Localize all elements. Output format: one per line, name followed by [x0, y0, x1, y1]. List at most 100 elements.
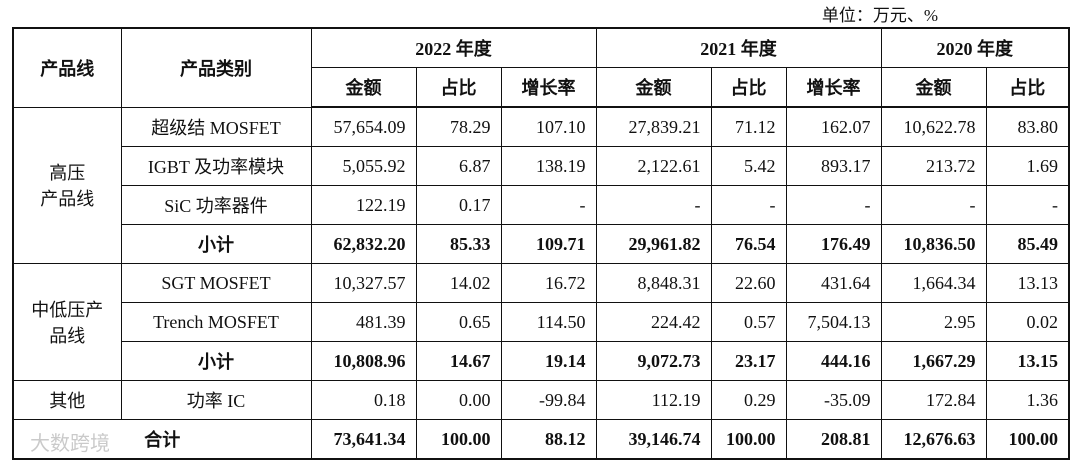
- value-cell: 0.18: [310, 380, 417, 420]
- category-cell: 小计: [120, 341, 312, 381]
- value-cell: 100.00: [710, 419, 787, 460]
- header-cell: 金额: [880, 67, 987, 108]
- value-cell: 100.00: [985, 419, 1070, 460]
- value-cell: 109.71: [500, 224, 597, 264]
- value-cell: 224.42: [595, 302, 712, 342]
- group-label: 中低压产 品线: [12, 263, 122, 381]
- value-cell: 2.95: [880, 302, 987, 342]
- category-cell: 超级结 MOSFET: [120, 106, 312, 147]
- value-cell: 0.57: [710, 302, 787, 342]
- header-cell: 占比: [415, 67, 502, 108]
- header-cell: 2021 年度: [595, 27, 882, 68]
- value-cell: 71.12: [710, 106, 787, 147]
- subtotal-row: 小计 62,832.20 85.33 109.71 29,961.82 76.54 176.…: [13, 224, 1070, 264]
- category-cell: 小计: [120, 224, 312, 264]
- group-label-line: 其他: [49, 391, 86, 411]
- group-label-line: 中低压产: [31, 300, 104, 320]
- value-cell: 14.02: [415, 263, 502, 303]
- group-label-line: 产品线: [40, 189, 95, 210]
- value-cell: 0.00: [415, 380, 502, 420]
- value-cell: 0.65: [415, 302, 502, 342]
- value-cell: 481.39: [310, 302, 417, 342]
- header-cell: 金额: [310, 67, 417, 108]
- value-cell: 29,961.82: [595, 224, 712, 264]
- value-cell: 22.60: [710, 263, 787, 303]
- value-cell: -: [710, 185, 787, 225]
- data-row: 高压 产品线 超级结 MOSFET 57,654.09 78.29 107.10 27,83…: [12, 106, 1070, 264]
- value-cell: -: [880, 185, 987, 225]
- value-cell: 114.50: [500, 302, 597, 342]
- value-cell: 431.64: [785, 263, 882, 303]
- value-cell: 10,836.50: [880, 224, 987, 264]
- subtotal-row: 小计 10,808.96 14.67 19.14 9,072.73 23.17 444.16…: [13, 341, 1070, 381]
- value-cell: 62,832.20: [310, 224, 417, 264]
- value-cell: 76.54: [710, 224, 787, 264]
- table: 产品线 产品类别 2022 年度 2021 年度 2020 年度 金额 占比 增长率 金额 占比增…: [12, 27, 1070, 460]
- value-cell: 162.07: [785, 106, 882, 147]
- group-label: 高压 产品线: [12, 106, 122, 264]
- value-cell: 13.13: [985, 263, 1070, 303]
- value-cell: 2,122.61: [595, 146, 712, 186]
- category-cell: Trench MOSFET: [120, 302, 312, 342]
- value-cell: 73,641.34: [310, 419, 417, 460]
- value-cell: 1.36: [985, 380, 1070, 420]
- value-cell: -99.84: [500, 380, 597, 420]
- value-cell: 16.72: [500, 263, 597, 303]
- value-cell: 10,808.96: [310, 341, 417, 381]
- value-cell: 7,504.13: [785, 302, 882, 342]
- value-cell: 172.84: [880, 380, 987, 420]
- total-label: 合计: [12, 419, 312, 460]
- value-cell: 9,072.73: [595, 341, 712, 381]
- header-cell: 产品线: [12, 27, 122, 108]
- value-cell: 10,622.78: [880, 106, 987, 147]
- value-cell: 5,055.92: [310, 146, 417, 186]
- header-cell: 产品类别: [120, 27, 312, 108]
- value-cell: 213.72: [880, 146, 987, 186]
- value-cell: 23.17: [710, 341, 787, 381]
- data-row: 中低压产 品线 SGT MOSFET 10,327.57 14.02 16.72 8,848…: [12, 263, 1070, 381]
- value-cell: 19.14: [500, 341, 597, 381]
- category-cell: SGT MOSFET: [120, 263, 312, 303]
- value-cell: -: [595, 185, 712, 225]
- header-row: 金额 占比 增长率 金额 占比 增长率 金额 占比: [13, 67, 1070, 108]
- value-cell: 0.02: [985, 302, 1070, 342]
- value-cell: 14.67: [415, 341, 502, 381]
- data-row: 其他 功率 IC 0.18 0.00 -99.84 112.19 0.29 -35.09 172…: [12, 380, 1070, 420]
- value-cell: 112.19: [595, 380, 712, 420]
- value-cell: 10,327.57: [310, 263, 417, 303]
- header-cell: 占比: [985, 67, 1070, 108]
- value-cell: 57,654.09: [310, 106, 417, 147]
- data-row: SiC 功率器件 122.19 0.17- - - - - -: [13, 185, 1070, 225]
- value-cell: 85.49: [985, 224, 1070, 264]
- group-label-line: 品线: [49, 326, 86, 346]
- value-cell: 13.15: [985, 341, 1070, 381]
- value-cell: 88.12: [500, 419, 597, 460]
- value-cell: 100.00: [415, 419, 502, 460]
- watermark: 大数跨境: [30, 431, 110, 455]
- value-cell: 1,667.29: [880, 341, 987, 381]
- value-cell: 107.10: [500, 106, 597, 147]
- value-cell: 444.16: [785, 341, 882, 381]
- value-cell: 27,839.21: [595, 106, 712, 147]
- category-cell: 功率 IC: [120, 380, 312, 420]
- header-cell: 2022 年度: [310, 27, 597, 68]
- value-cell: 208.81: [785, 419, 882, 460]
- value-cell: -: [500, 185, 597, 225]
- value-cell: 78.29: [415, 106, 502, 147]
- value-cell: -: [985, 185, 1070, 225]
- header-cell: 增长率: [500, 67, 597, 108]
- header-row: 产品线 产品类别 2022 年度 2021 年度 2020 年度: [12, 27, 1070, 108]
- category-cell: IGBT 及功率模块: [120, 146, 312, 186]
- value-cell: 1.69: [985, 146, 1070, 186]
- data-row: IGBT 及功率模块 5,055.92 6.87 138.19 2,122.61 5.42…: [13, 146, 1070, 186]
- value-cell: 6.87: [415, 146, 502, 186]
- value-cell: 85.33: [415, 224, 502, 264]
- value-cell: 122.19: [310, 185, 417, 225]
- category-cell: SiC 功率器件: [120, 185, 312, 225]
- value-cell: 12,676.63: [880, 419, 987, 460]
- header-cell: 占比: [710, 67, 787, 108]
- header-cell: 金额: [595, 67, 712, 108]
- value-cell: 83.80: [985, 106, 1070, 147]
- value-cell: -: [785, 185, 882, 225]
- value-cell: 0.17: [415, 185, 502, 225]
